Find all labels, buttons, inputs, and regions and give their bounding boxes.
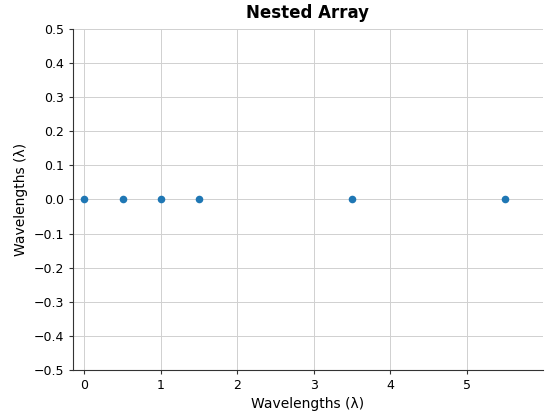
Point — [194, 196, 203, 203]
Point — [501, 196, 510, 203]
Point — [80, 196, 88, 203]
X-axis label: Wavelengths (λ): Wavelengths (λ) — [251, 397, 365, 411]
Point — [348, 196, 357, 203]
Point — [118, 196, 127, 203]
Y-axis label: Wavelengths (λ): Wavelengths (λ) — [13, 143, 27, 256]
Title: Nested Array: Nested Array — [246, 4, 370, 22]
Point — [156, 196, 165, 203]
